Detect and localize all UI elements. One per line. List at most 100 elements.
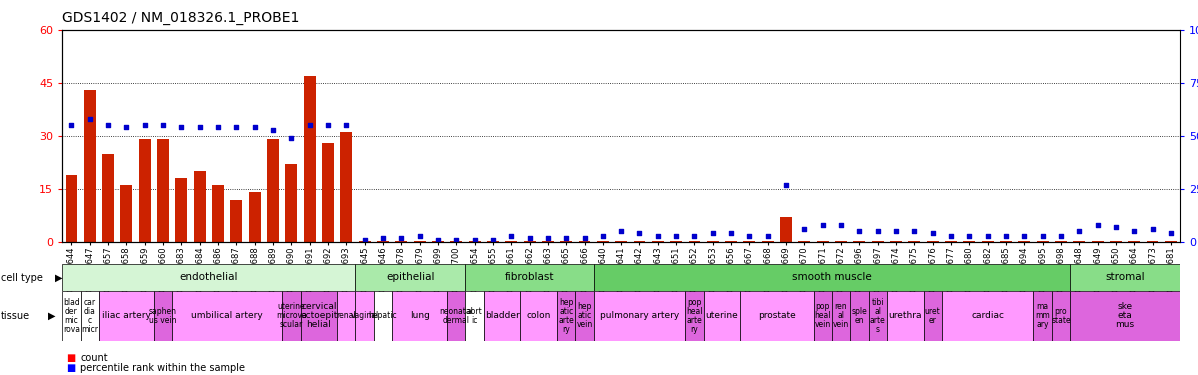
Bar xyxy=(1018,241,1030,242)
Point xyxy=(575,235,594,241)
Bar xyxy=(267,140,279,242)
Point xyxy=(612,228,631,234)
Bar xyxy=(62,264,356,291)
Point xyxy=(483,237,502,243)
Bar xyxy=(322,143,334,242)
Bar xyxy=(853,241,865,242)
Point xyxy=(942,232,961,238)
Bar xyxy=(616,241,627,242)
Bar xyxy=(468,241,480,242)
Point xyxy=(740,232,760,238)
Point xyxy=(465,237,484,243)
Text: pulmonary artery: pulmonary artery xyxy=(600,311,679,320)
Text: aort
ic: aort ic xyxy=(467,307,483,325)
Bar xyxy=(557,291,575,341)
Bar xyxy=(594,291,685,341)
Bar xyxy=(594,264,1070,291)
Point xyxy=(392,235,411,241)
Point xyxy=(887,228,906,234)
Bar xyxy=(1073,241,1085,242)
Point xyxy=(264,127,283,133)
Text: ▶: ▶ xyxy=(48,311,55,321)
Text: car
dia
c
micr: car dia c micr xyxy=(81,298,98,334)
Text: uterine
microva
scular: uterine microva scular xyxy=(276,302,307,330)
Point xyxy=(904,228,924,234)
Text: epithelial: epithelial xyxy=(386,273,435,282)
Point xyxy=(997,232,1016,238)
Bar xyxy=(139,140,151,242)
Bar xyxy=(1036,241,1048,242)
Text: ma
mm
ary: ma mm ary xyxy=(1035,302,1049,330)
Bar xyxy=(872,241,884,242)
Bar xyxy=(447,291,465,341)
Bar xyxy=(194,171,206,242)
Bar xyxy=(66,175,78,242)
Bar xyxy=(1000,241,1012,242)
Bar xyxy=(634,241,646,242)
Text: pop
heal
arte
ry: pop heal arte ry xyxy=(686,298,703,334)
Point xyxy=(355,237,374,243)
Bar xyxy=(942,291,1034,341)
Bar xyxy=(283,291,301,341)
Point xyxy=(447,237,466,243)
Bar xyxy=(835,241,847,242)
Bar xyxy=(524,241,536,242)
Bar xyxy=(945,241,957,242)
Text: blad
der
mic
rova: blad der mic rova xyxy=(63,298,80,334)
Point xyxy=(557,235,576,241)
Text: hepatic: hepatic xyxy=(369,311,398,320)
Bar xyxy=(212,185,224,242)
Bar xyxy=(395,241,407,242)
Bar xyxy=(465,264,594,291)
Point xyxy=(1143,226,1162,232)
Bar xyxy=(597,241,609,242)
Bar xyxy=(80,291,99,341)
Point xyxy=(648,232,667,238)
Text: count: count xyxy=(80,353,108,363)
Bar xyxy=(670,241,682,242)
Point xyxy=(62,122,81,128)
Point xyxy=(502,232,521,238)
Bar xyxy=(890,241,902,242)
Point xyxy=(1033,232,1052,238)
Text: pop
heal
vein: pop heal vein xyxy=(815,302,831,330)
Bar xyxy=(1055,241,1067,242)
Bar xyxy=(1164,241,1176,242)
Point xyxy=(80,116,99,122)
Bar xyxy=(304,76,315,242)
Bar xyxy=(356,291,374,341)
Text: uret
er: uret er xyxy=(925,307,940,325)
Text: cervical
ectoepit
helial: cervical ectoepit helial xyxy=(301,302,338,330)
Text: GDS1402 / NM_018326.1_PROBE1: GDS1402 / NM_018326.1_PROBE1 xyxy=(62,12,300,26)
Bar xyxy=(1129,241,1140,242)
Text: umbilical artery: umbilical artery xyxy=(192,311,264,320)
Text: tissue: tissue xyxy=(1,311,30,321)
Text: urethra: urethra xyxy=(889,311,922,320)
Point xyxy=(135,122,155,128)
Point xyxy=(374,235,393,241)
Bar xyxy=(744,241,756,242)
Point xyxy=(300,122,319,128)
Bar xyxy=(561,241,573,242)
Bar xyxy=(358,241,370,242)
Point xyxy=(593,232,612,238)
Bar xyxy=(908,241,920,242)
Point xyxy=(849,228,869,234)
Bar xyxy=(1034,291,1052,341)
Bar xyxy=(230,200,242,242)
Text: fibroblast: fibroblast xyxy=(504,273,555,282)
Bar xyxy=(486,241,498,242)
Text: smooth muscle: smooth muscle xyxy=(792,273,872,282)
Point xyxy=(282,135,301,141)
Point xyxy=(776,182,795,188)
Point xyxy=(758,232,778,238)
Text: ske
eta
mus: ske eta mus xyxy=(1115,302,1135,330)
Bar xyxy=(356,264,465,291)
Bar xyxy=(831,291,851,341)
Text: hep
atic
vein: hep atic vein xyxy=(576,302,593,330)
Text: lung: lung xyxy=(410,311,430,320)
Bar xyxy=(1052,291,1070,341)
Point xyxy=(960,232,979,238)
Point xyxy=(1106,224,1125,230)
Bar xyxy=(157,140,169,242)
